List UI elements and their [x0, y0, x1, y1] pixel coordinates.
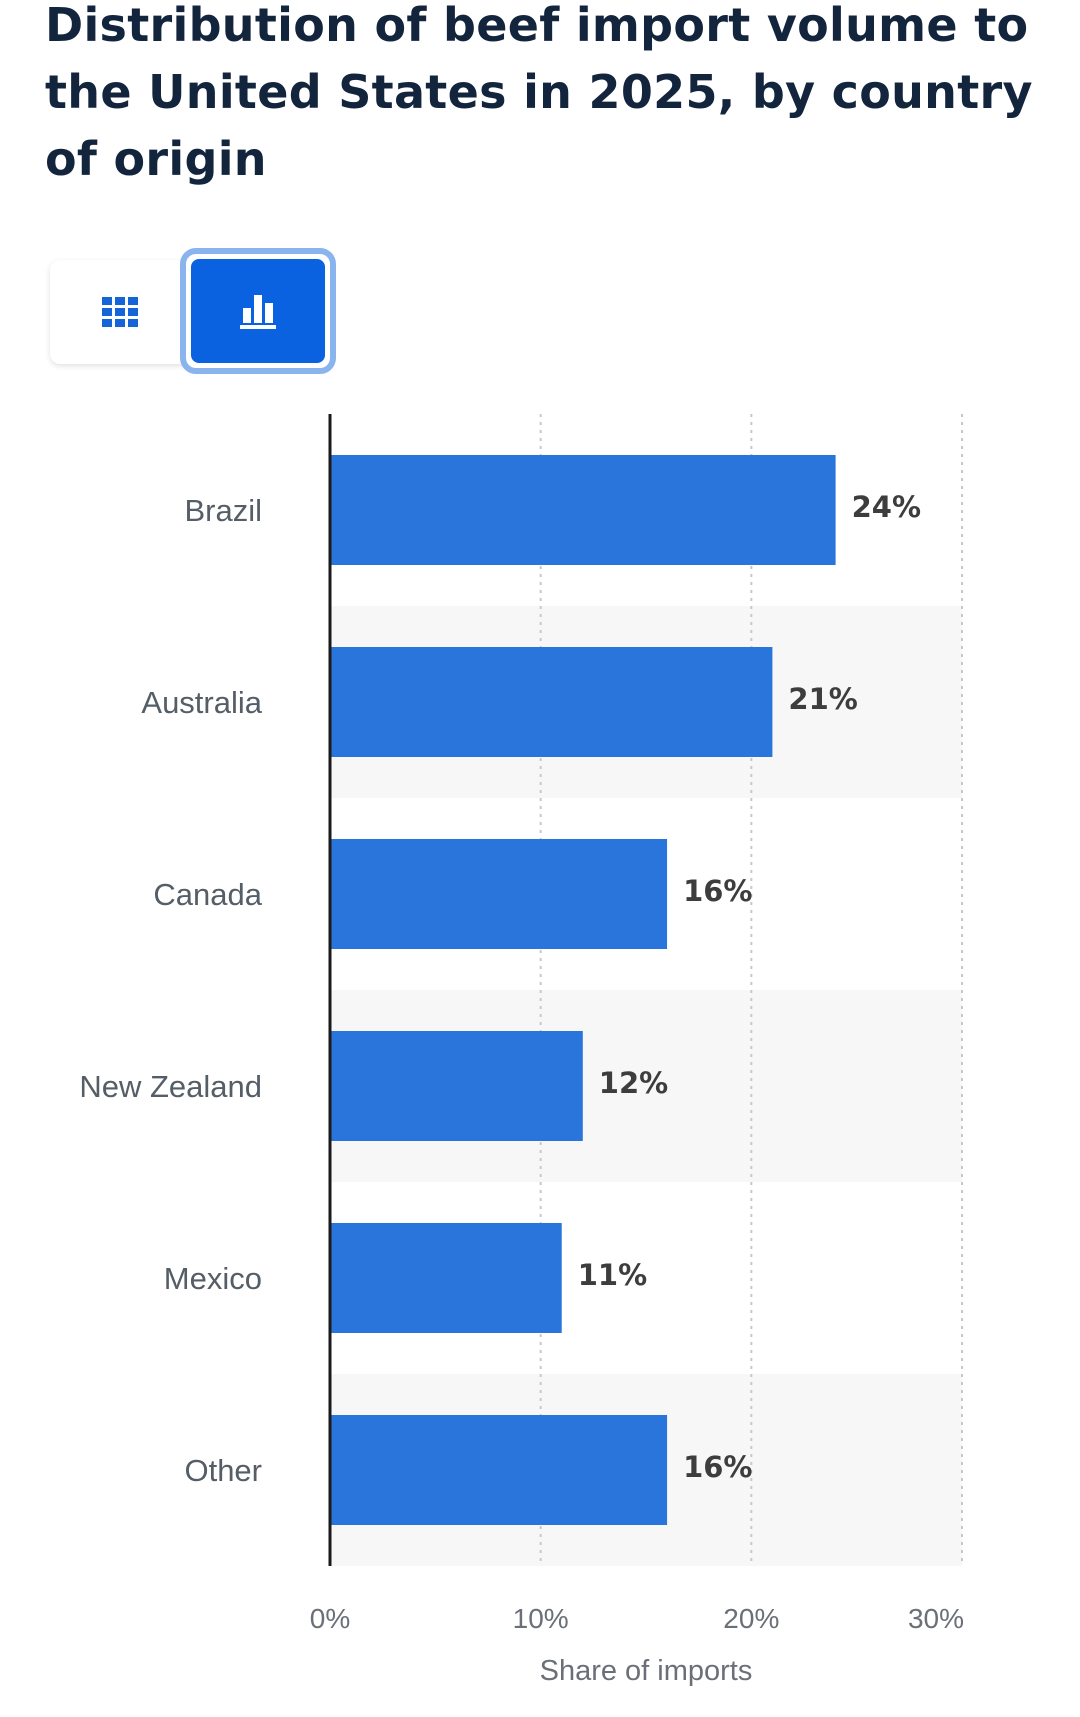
grid-icon [102, 297, 138, 327]
x-tick-label: 10% [513, 1603, 569, 1634]
category-label: New Zealand [79, 1069, 262, 1104]
category-label: Brazil [184, 493, 262, 528]
table-view-button[interactable] [50, 260, 190, 364]
chart-title: Distribution of beef import volume to th… [45, 0, 1033, 186]
data-label: 12% [599, 1066, 668, 1100]
bar-new-zealand [331, 1031, 583, 1141]
bar-brazil [331, 455, 836, 565]
chart-view-button[interactable] [180, 248, 336, 374]
category-label: Other [184, 1453, 262, 1488]
x-tick-label: 30% [908, 1603, 964, 1634]
bar-canada [331, 839, 668, 949]
category-label: Canada [153, 877, 262, 912]
bar-other [331, 1415, 668, 1525]
bar-mexico [331, 1223, 562, 1333]
data-label: 16% [683, 1450, 752, 1484]
bar-australia [331, 647, 773, 757]
x-tick-label: 0% [310, 1603, 350, 1634]
data-label: 24% [852, 490, 921, 524]
category-label: Mexico [164, 1261, 262, 1296]
x-tick-label: 20% [723, 1603, 779, 1634]
data-label: 16% [683, 874, 752, 908]
x-axis-title: Share of imports [540, 1655, 753, 1687]
chart-view-button-active [191, 259, 325, 363]
category-label: Australia [141, 685, 262, 720]
bar-chart: Brazil 24% Australia 21% Canada 16% New Zealan… [79, 414, 964, 1687]
bar-chart-icon [240, 295, 276, 329]
data-label: 21% [788, 682, 857, 716]
data-label: 11% [578, 1258, 647, 1292]
